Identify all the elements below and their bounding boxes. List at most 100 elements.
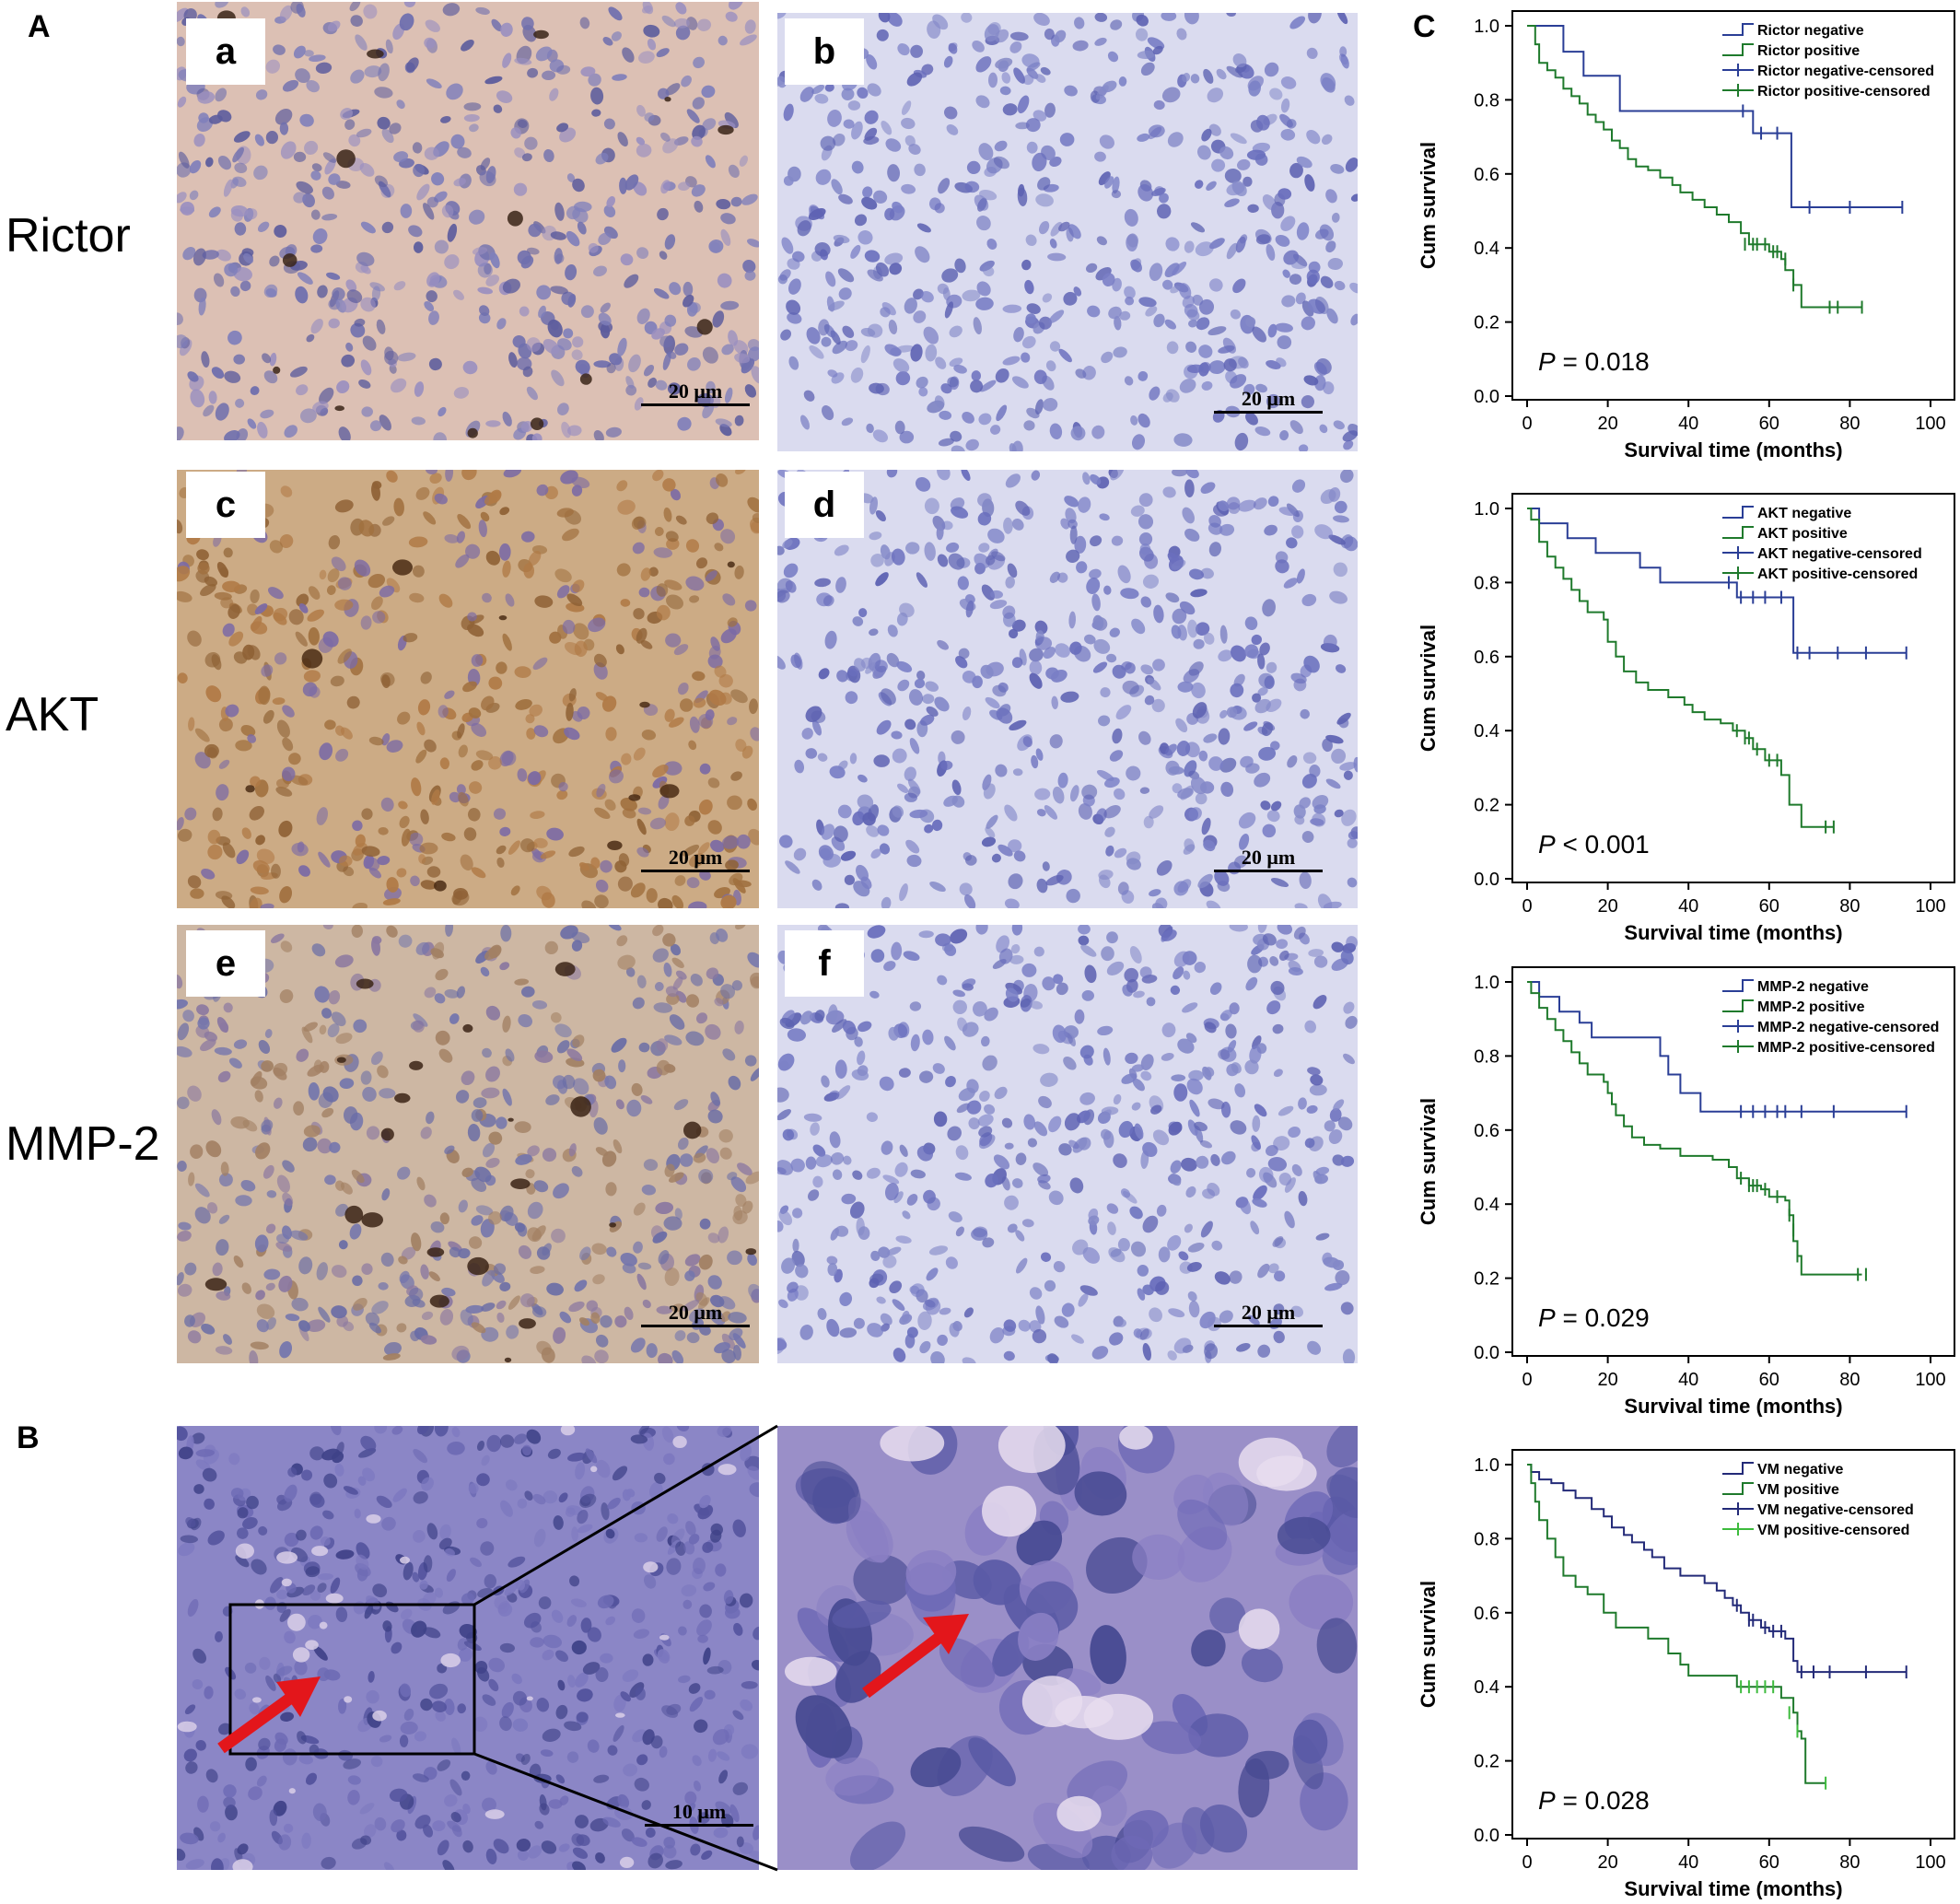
x-tick-label: 20 [1597, 896, 1617, 917]
p-value-label: P < 0.001 [1538, 830, 1650, 859]
legend-entry: AKT positive [1757, 526, 1848, 542]
plot-frame [1511, 1449, 1955, 1840]
p-value-label: P = 0.028 [1538, 1786, 1650, 1815]
y-tick-label: 0.4 [1474, 1195, 1499, 1215]
scale-bar-label: 20 μm [668, 846, 723, 869]
row-label-mmp2: MMP-2 [6, 1117, 160, 1171]
legend-entry: MMP-2 positive-censored [1757, 1040, 1935, 1056]
sublabel-d: d [785, 472, 864, 538]
scale-bar-label: 20 μm [668, 1301, 723, 1324]
legend-entry: VM negative-censored [1757, 1502, 1914, 1518]
y-axis-label: Cum survival [1417, 1581, 1440, 1708]
scale-bar-c: 20 μm [641, 847, 750, 872]
km-plot-akt: 0.0 0.2 0.4 0.6 0.8 1.0 0 20 40 60 80 100 Survival t… [1409, 488, 1956, 948]
km-line-positive [1527, 508, 1834, 828]
legend-entry: AKT positive-censored [1757, 567, 1918, 582]
x-tick-label: 100 [1915, 1852, 1945, 1873]
km-line-positive [1527, 25, 1862, 309]
sublabel-e: e [186, 930, 265, 997]
row-label-rictor: Rictor [6, 209, 131, 263]
x-tick-label: 20 [1597, 1370, 1617, 1390]
x-axis-label: Survival time (months) [1624, 438, 1842, 461]
legend-entry: MMP-2 positive [1757, 999, 1865, 1015]
micrograph-a-rictor-positive [177, 2, 759, 440]
x-axis-label: Survival time (months) [1624, 1395, 1842, 1417]
x-tick-label: 0 [1522, 414, 1532, 434]
y-tick-label: 0.4 [1474, 1677, 1499, 1698]
legend-swatch [1722, 979, 1754, 992]
scale-bar-label: 20 μm [1241, 387, 1296, 410]
y-tick-label: 1.0 [1474, 1455, 1499, 1476]
legend-entry: MMP-2 negative [1757, 979, 1869, 995]
legend-swatch [1722, 23, 1754, 36]
x-axis-label: Survival time (months) [1624, 1877, 1842, 1899]
legend-swatch [1722, 526, 1754, 539]
x-tick-label: 0 [1522, 896, 1532, 917]
y-tick-label: 1.0 [1474, 973, 1499, 993]
legend-entry: Rictor positive-censored [1757, 84, 1931, 99]
legend-entry: Rictor negative-censored [1757, 64, 1934, 79]
sublabel-f: f [785, 930, 864, 997]
legend-entry: AKT negative [1757, 506, 1851, 521]
row-label-akt: AKT [6, 688, 99, 742]
y-tick-label: 0.4 [1474, 721, 1499, 742]
x-tick-label: 40 [1678, 896, 1698, 917]
y-tick-label: 0.6 [1474, 165, 1499, 185]
sublabel-a: a [186, 18, 265, 85]
x-tick-label: 80 [1839, 896, 1860, 917]
micrograph-f-mmp2-negative [777, 925, 1358, 1363]
panel-letter-b: B [17, 1420, 40, 1455]
micrograph-c-akt-positive [177, 470, 759, 908]
x-tick-label: 60 [1759, 414, 1779, 434]
y-tick-label: 1.0 [1474, 17, 1499, 37]
y-tick-label: 0.0 [1474, 1826, 1499, 1846]
legend-swatch [1722, 1482, 1754, 1495]
scale-bar-d: 20 μm [1214, 847, 1323, 872]
y-tick-label: 0.2 [1474, 1269, 1499, 1290]
scale-bar-b: 20 μm [1214, 389, 1323, 414]
km-line-negative [1527, 508, 1907, 654]
scale-bar-a: 20 μm [641, 381, 750, 406]
micrograph-d-akt-negative [777, 470, 1358, 908]
legend-entry: AKT negative-censored [1757, 546, 1922, 562]
x-tick-label: 60 [1759, 896, 1779, 917]
km-line-positive [1527, 981, 1862, 1276]
y-tick-label: 0.0 [1474, 387, 1499, 407]
y-tick-label: 0.8 [1474, 1529, 1499, 1549]
legend-swatch [1722, 43, 1754, 56]
x-tick-label: 20 [1597, 414, 1617, 434]
y-tick-label: 0.2 [1474, 796, 1499, 816]
sublabel-b: b [785, 18, 864, 85]
legend-entry: Rictor negative [1757, 23, 1864, 39]
x-tick-label: 20 [1597, 1852, 1617, 1873]
legend-entry: VM positive [1757, 1482, 1839, 1498]
km-plot-mmp2: 0.0 0.2 0.4 0.6 0.8 1.0 0 20 40 60 80 100 Survival t… [1409, 962, 1956, 1421]
y-tick-label: 0.8 [1474, 1046, 1499, 1067]
legend-entry: VM negative [1757, 1462, 1843, 1478]
y-tick-label: 0.4 [1474, 239, 1499, 259]
x-tick-label: 80 [1839, 414, 1860, 434]
micrograph-e-mmp2-positive [177, 925, 759, 1363]
micrograph-b-rictor-negative [777, 13, 1358, 451]
y-axis-label: Cum survival [1417, 142, 1440, 269]
scale-bar-label: 10 μm [671, 1800, 727, 1823]
x-axis-label: Survival time (months) [1624, 921, 1842, 943]
y-tick-label: 0.0 [1474, 870, 1499, 890]
scale-bar-f: 20 μm [1214, 1302, 1323, 1327]
scale-bar-label: 20 μm [668, 380, 723, 403]
km-line-negative [1527, 25, 1903, 208]
x-tick-label: 100 [1915, 414, 1945, 434]
scale-bar-label: 20 μm [1241, 846, 1296, 869]
legend-swatch [1722, 999, 1754, 1012]
panel-letter-a: A [28, 9, 51, 44]
y-tick-label: 0.2 [1474, 1752, 1499, 1772]
x-tick-label: 80 [1839, 1370, 1860, 1390]
scale-bar-e: 20 μm [641, 1302, 750, 1327]
y-tick-label: 0.8 [1474, 573, 1499, 593]
km-plot-rictor: 0.0 0.2 0.4 0.6 0.8 1.0 0 20 40 60 80 100 Survival t… [1409, 6, 1956, 465]
x-tick-label: 40 [1678, 1852, 1698, 1873]
sublabel-c: c [186, 472, 265, 538]
scale-bar-label: 20 μm [1241, 1301, 1296, 1324]
y-axis-label: Cum survival [1417, 625, 1440, 752]
legend-entry: Rictor positive [1757, 43, 1860, 59]
